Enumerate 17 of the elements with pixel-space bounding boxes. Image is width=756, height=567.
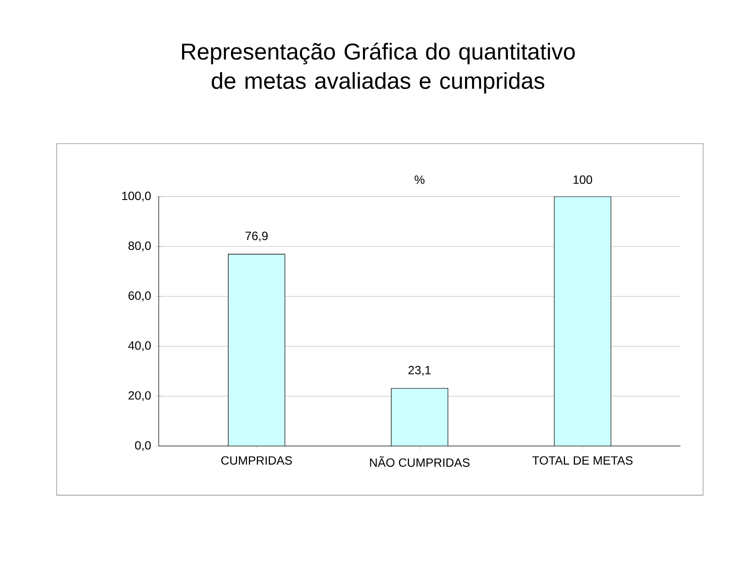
x-tick-label: TOTAL DE METAS xyxy=(532,456,633,465)
y-tick-label: 80,0 xyxy=(128,242,151,252)
data-label: 100 xyxy=(574,175,592,184)
y-tick-label: 100,0 xyxy=(122,192,151,202)
chart-subtitle: % xyxy=(414,176,424,184)
x-tick-label: NÃO CUMPRIDAS xyxy=(370,456,470,467)
data-label: 76,9 xyxy=(246,232,268,242)
data-label: 23,1 xyxy=(408,366,431,376)
y-tick-label: 40,0 xyxy=(128,341,151,352)
bar xyxy=(391,388,448,446)
bar xyxy=(228,254,285,446)
bar xyxy=(554,196,612,446)
chart-title: Representação Gráfica do quantitativo de metas avaliadas e cumpridas xyxy=(182,42,575,94)
y-tick-label: 60,0 xyxy=(128,291,151,302)
y-tick-label: 20,0 xyxy=(128,391,151,402)
y-tick-label: 0,0 xyxy=(135,441,151,451)
x-tick-label: CUMPRIDAS xyxy=(221,456,292,465)
